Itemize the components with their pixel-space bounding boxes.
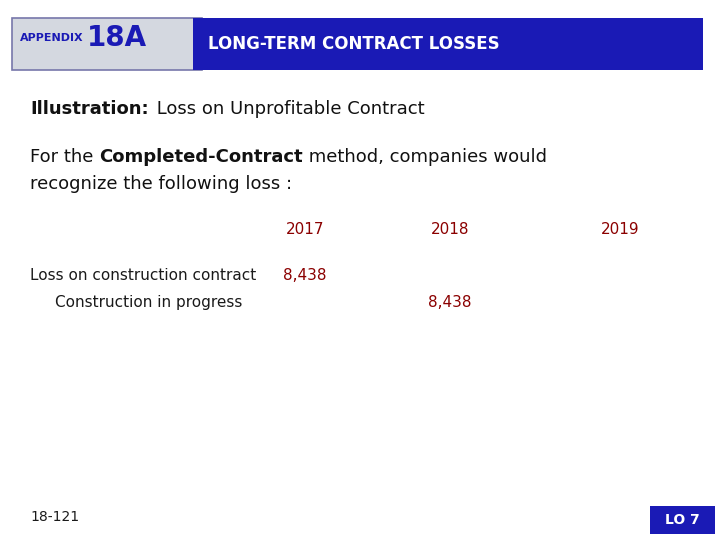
Text: Completed-Contract: Completed-Contract [99, 148, 302, 166]
Bar [12, 18, 202, 70]
Text: 2018: 2018 [431, 222, 469, 237]
Text: method, companies would: method, companies would [302, 148, 546, 166]
Text: For the: For the [30, 148, 99, 166]
Text: LO 7: LO 7 [665, 513, 700, 527]
Text: 8,438: 8,438 [283, 268, 327, 283]
Text: 2019: 2019 [600, 222, 639, 237]
Text: 2017: 2017 [286, 222, 324, 237]
Text: 18A: 18A [87, 24, 147, 52]
Text: Illustration:: Illustration: [30, 100, 148, 118]
Bar [193, 18, 703, 70]
Text: Loss on construction contract: Loss on construction contract [30, 268, 256, 283]
Text: LONG-TERM CONTRACT LOSSES: LONG-TERM CONTRACT LOSSES [208, 35, 500, 53]
Bar [650, 506, 715, 534]
Text: Loss on Unprofitable Contract: Loss on Unprofitable Contract [150, 100, 424, 118]
Text: Construction in progress: Construction in progress [55, 295, 243, 310]
Text: recognize the following loss :: recognize the following loss : [30, 175, 292, 193]
Text: 8,438: 8,438 [428, 295, 472, 310]
Text: APPENDIX: APPENDIX [20, 33, 84, 43]
Text: 18-121: 18-121 [30, 510, 79, 524]
